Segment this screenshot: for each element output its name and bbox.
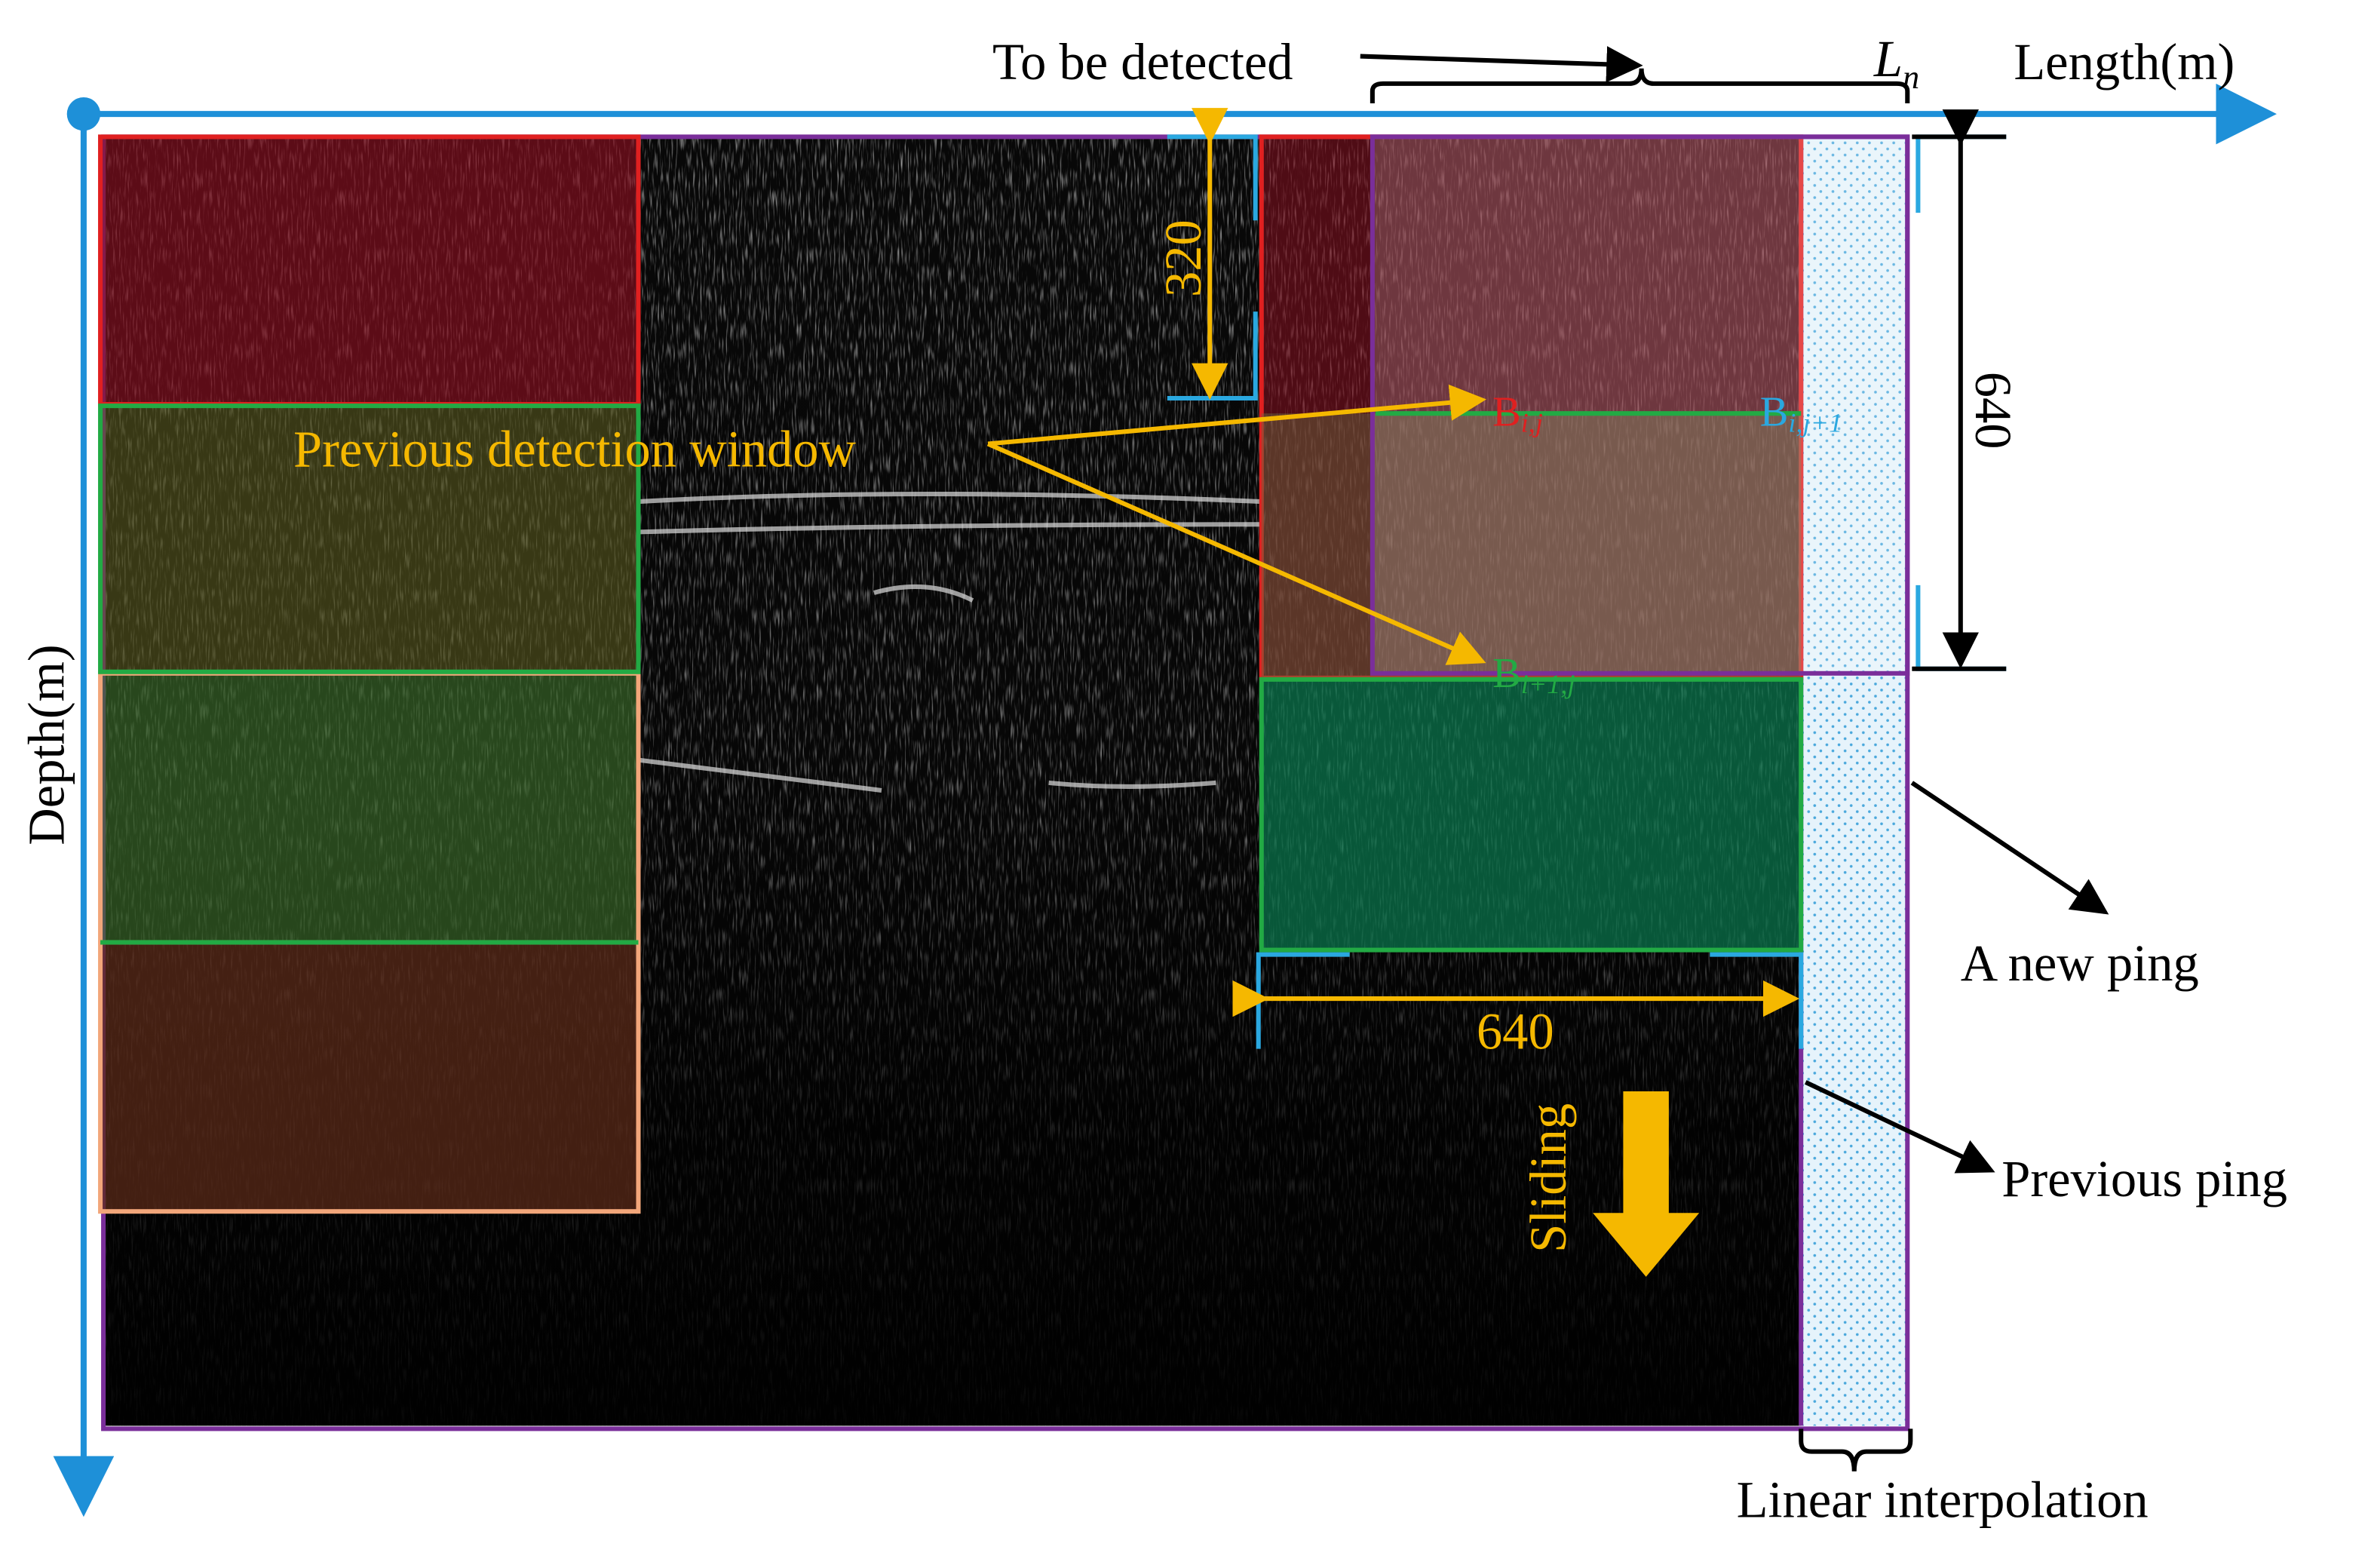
b-sub: i+1,j — [1521, 669, 1575, 699]
dim-bracket — [1256, 952, 1804, 1049]
b-i1j: Bi+1,j — [1492, 650, 1575, 699]
b-sub: i,j — [1521, 407, 1543, 437]
linear-interpolation: Linear interpolation — [1737, 1471, 2149, 1528]
sliding-arrow — [1593, 1091, 1700, 1277]
arrow — [987, 384, 1487, 446]
ln-label: Ln — [1873, 30, 1919, 96]
arrow — [1804, 1080, 1995, 1174]
brace — [1370, 68, 1910, 104]
b-base: B — [1492, 388, 1521, 435]
previous-window-label: Previous detection window — [293, 421, 856, 478]
ln-sub: n — [1903, 58, 1919, 96]
current-windows — [1259, 134, 1910, 953]
arrow — [1910, 781, 2109, 915]
arrow — [1360, 46, 1643, 83]
b-sub: i,j+1 — [1788, 407, 1842, 437]
b-ij: Bi,j — [1492, 388, 1543, 437]
b-ij1: Bi,j+1 — [1760, 388, 1842, 437]
dim-640-vertical: 640 — [1965, 372, 2022, 450]
interpolation-strip — [1801, 137, 1908, 1426]
b-base: B — [1760, 388, 1789, 435]
new-ping: A new ping — [1961, 934, 2199, 992]
x-axis-label: Length(m) — [2014, 33, 2235, 91]
axes — [53, 83, 2277, 1517]
sliding-label: Sliding — [1520, 1103, 1577, 1253]
dim-640-horizontal: 640 — [1477, 1003, 1554, 1060]
arrow — [986, 441, 1486, 665]
previous-ping: Previous ping — [2001, 1150, 2287, 1207]
ln-base: L — [1873, 30, 1903, 87]
previous-windows — [98, 134, 641, 1214]
y-axis-label: Depth(m) — [18, 644, 75, 845]
to-be-detected: To be detected — [992, 33, 1293, 91]
b-base: B — [1492, 650, 1521, 697]
dim-320: 320 — [1155, 219, 1212, 297]
brace — [1799, 1428, 1913, 1471]
